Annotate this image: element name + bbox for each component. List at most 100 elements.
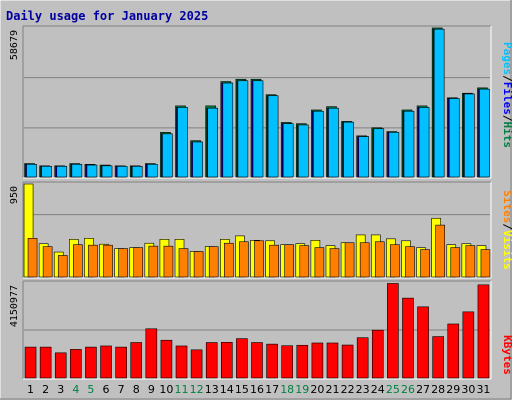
y-max-label: 58679 — [9, 30, 20, 60]
bar-pages-day-9 — [147, 164, 158, 178]
bar-pages-day-27 — [418, 107, 430, 178]
bar-kbytes-day-27 — [417, 306, 429, 379]
bar-pages-day-8 — [131, 166, 143, 178]
x-tick-label-day-20: 20 — [310, 383, 324, 396]
legend-bottom: KBytes — [501, 335, 512, 375]
bar-pages-day-29 — [448, 98, 460, 178]
legend-part: Pages — [501, 42, 512, 75]
bar-pages-day-4 — [71, 164, 83, 178]
x-tick-label-day-6: 6 — [103, 383, 110, 396]
x-tick-label-day-21: 21 — [325, 383, 339, 396]
bar-kbytes-day-22 — [341, 344, 354, 379]
bar-sites-day-26 — [405, 246, 415, 278]
y-max-label: 4150977 — [9, 285, 20, 327]
legend-top: Pages/Files/Hits — [501, 42, 512, 148]
bar-sites-day-19 — [299, 245, 310, 278]
bar-sites-day-31 — [480, 249, 491, 278]
x-tick-label-day-18: 18 — [280, 383, 294, 396]
bar-kbytes-day-24 — [371, 329, 384, 379]
bar-sites-day-5 — [88, 244, 98, 278]
bar-pages-day-17 — [267, 95, 279, 178]
x-tick-label-day-26: 26 — [401, 383, 415, 396]
bar-pages-day-21 — [328, 107, 339, 178]
bar-sites-day-8 — [133, 247, 144, 278]
x-tick-label-day-13: 13 — [205, 383, 219, 396]
bar-sites-day-15 — [239, 241, 249, 278]
x-tick-label-day-16: 16 — [250, 383, 264, 396]
bar-sites-day-13 — [208, 246, 219, 278]
bar-sites-day-7 — [118, 248, 128, 278]
bar-sites-day-29 — [450, 247, 461, 278]
bar-pages-day-24 — [373, 128, 385, 178]
legend-middle: Sites/Visits — [501, 190, 512, 270]
legend-part: / — [501, 75, 512, 82]
bar-kbytes-day-7 — [115, 346, 127, 379]
bar-sites-day-21 — [329, 248, 340, 278]
bar-pages-day-22 — [343, 121, 354, 178]
bar-kbytes-day-4 — [70, 349, 82, 379]
legend-part: Visits — [501, 230, 512, 270]
bar-kbytes-day-23 — [356, 337, 369, 379]
bar-sites-day-28 — [435, 224, 445, 278]
bar-sites-day-9 — [148, 245, 159, 278]
bar-kbytes-day-2 — [39, 346, 52, 379]
x-tick-label-day-28: 28 — [431, 383, 445, 396]
legend-part: Files — [501, 82, 512, 115]
bar-kbytes-day-5 — [85, 346, 97, 379]
bar-sites-day-6 — [103, 244, 113, 278]
bar-kbytes-day-18 — [281, 345, 293, 379]
bar-kbytes-day-19 — [296, 344, 309, 379]
legend-part: Sites — [501, 190, 512, 223]
x-tick-label-day-27: 27 — [416, 383, 430, 396]
bar-pages-day-28 — [433, 28, 445, 178]
bar-kbytes-day-8 — [130, 342, 143, 379]
bar-pages-day-13 — [207, 107, 219, 178]
bar-pages-day-25 — [388, 132, 400, 178]
x-tick-label-day-15: 15 — [235, 383, 249, 396]
bar-pages-day-12 — [192, 141, 203, 178]
bar-pages-day-7 — [116, 166, 128, 178]
x-tick-label-day-4: 4 — [72, 383, 79, 396]
x-tick-label-day-8: 8 — [133, 383, 140, 396]
x-tick-label-day-23: 23 — [356, 383, 370, 396]
bar-pages-day-6 — [101, 165, 113, 178]
bar-sites-day-3 — [57, 255, 68, 278]
x-tick-label-day-1: 1 — [27, 383, 34, 396]
x-tick-label-day-3: 3 — [57, 383, 64, 396]
bar-pages-day-3 — [56, 166, 68, 178]
x-tick-label-day-10: 10 — [159, 383, 173, 396]
bar-sites-day-20 — [314, 247, 325, 278]
legend-part: Hits — [501, 122, 512, 149]
x-tick-label-day-5: 5 — [87, 383, 94, 396]
bar-kbytes-day-9 — [145, 328, 158, 379]
bar-pages-day-16 — [252, 80, 264, 178]
bar-kbytes-day-25 — [387, 283, 399, 379]
bar-sites-day-24 — [374, 241, 385, 278]
bar-kbytes-day-31 — [477, 284, 490, 379]
y-max-label: 950 — [9, 186, 20, 204]
x-tick-label-day-14: 14 — [220, 383, 234, 396]
bar-kbytes-day-3 — [54, 352, 67, 379]
x-tick-label-day-2: 2 — [42, 383, 49, 396]
x-tick-label-day-24: 24 — [371, 383, 385, 396]
x-tick-label-day-25: 25 — [386, 383, 400, 396]
bar-kbytes-day-28 — [432, 336, 444, 379]
x-tick-label-day-31: 31 — [476, 383, 490, 396]
bar-kbytes-day-11 — [175, 345, 188, 379]
bar-pages-day-20 — [313, 110, 324, 178]
bar-kbytes-day-12 — [190, 349, 203, 379]
bar-pages-day-15 — [237, 80, 249, 178]
bar-pages-day-5 — [86, 164, 98, 178]
bar-sites-day-10 — [163, 245, 174, 278]
bar-sites-day-4 — [73, 244, 83, 278]
bar-sites-day-12 — [193, 251, 204, 278]
bar-pages-day-11 — [177, 107, 188, 178]
bar-kbytes-day-15 — [236, 338, 248, 379]
bar-sites-day-17 — [269, 244, 279, 278]
x-tick-label-day-7: 7 — [118, 383, 125, 396]
bar-sites-day-2 — [42, 246, 53, 278]
bar-kbytes-day-10 — [160, 339, 173, 379]
